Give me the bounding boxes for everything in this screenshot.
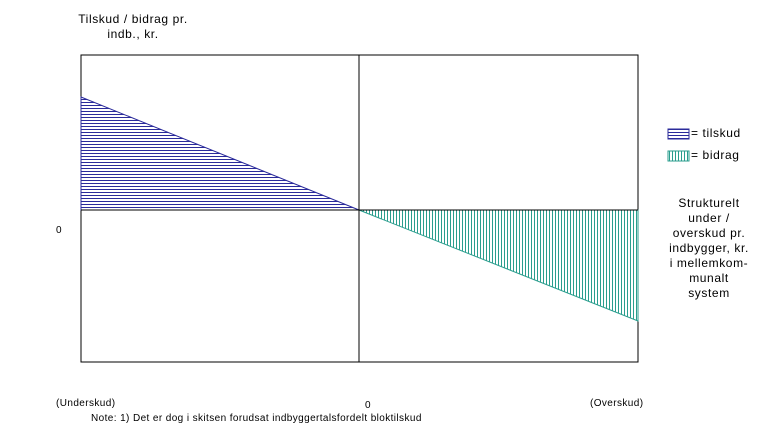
x-left-label: (Underskud)	[56, 398, 116, 409]
y-axis-title: Tilskud / bidrag pr. indb., kr.	[58, 12, 208, 42]
x-right-label: (Overskud)	[590, 398, 644, 409]
legend-label-tilskud: = tilskud	[691, 126, 741, 140]
x-axis-title-line: munalt	[689, 271, 729, 285]
x-axis-title: Strukturelt under / overskud pr. indbygger,…	[648, 196, 770, 301]
x-axis-title-line: overskud pr.	[672, 226, 746, 240]
y-zero-label: 0	[56, 225, 62, 236]
note: Note: 1) Det er dog i skitsen forudsat i…	[91, 413, 422, 424]
x-axis-title-line: Strukturelt	[678, 196, 740, 210]
legend-swatch-bidrag	[667, 150, 690, 162]
legend-label-bidrag: = bidrag	[691, 148, 740, 162]
y-axis-title-line2: indb., kr.	[107, 27, 159, 41]
x-axis-title-line: system	[688, 286, 730, 300]
x-axis-title-line: indbygger, kr.	[669, 241, 749, 255]
x-axis-title-line: under /	[688, 211, 730, 225]
x-axis-title-line: i mellemkom-	[669, 256, 749, 270]
x-zero-label: 0	[365, 400, 371, 411]
legend-swatch-tilskud	[667, 128, 690, 140]
y-axis-title-line1: Tilskud / bidrag pr.	[78, 12, 188, 26]
